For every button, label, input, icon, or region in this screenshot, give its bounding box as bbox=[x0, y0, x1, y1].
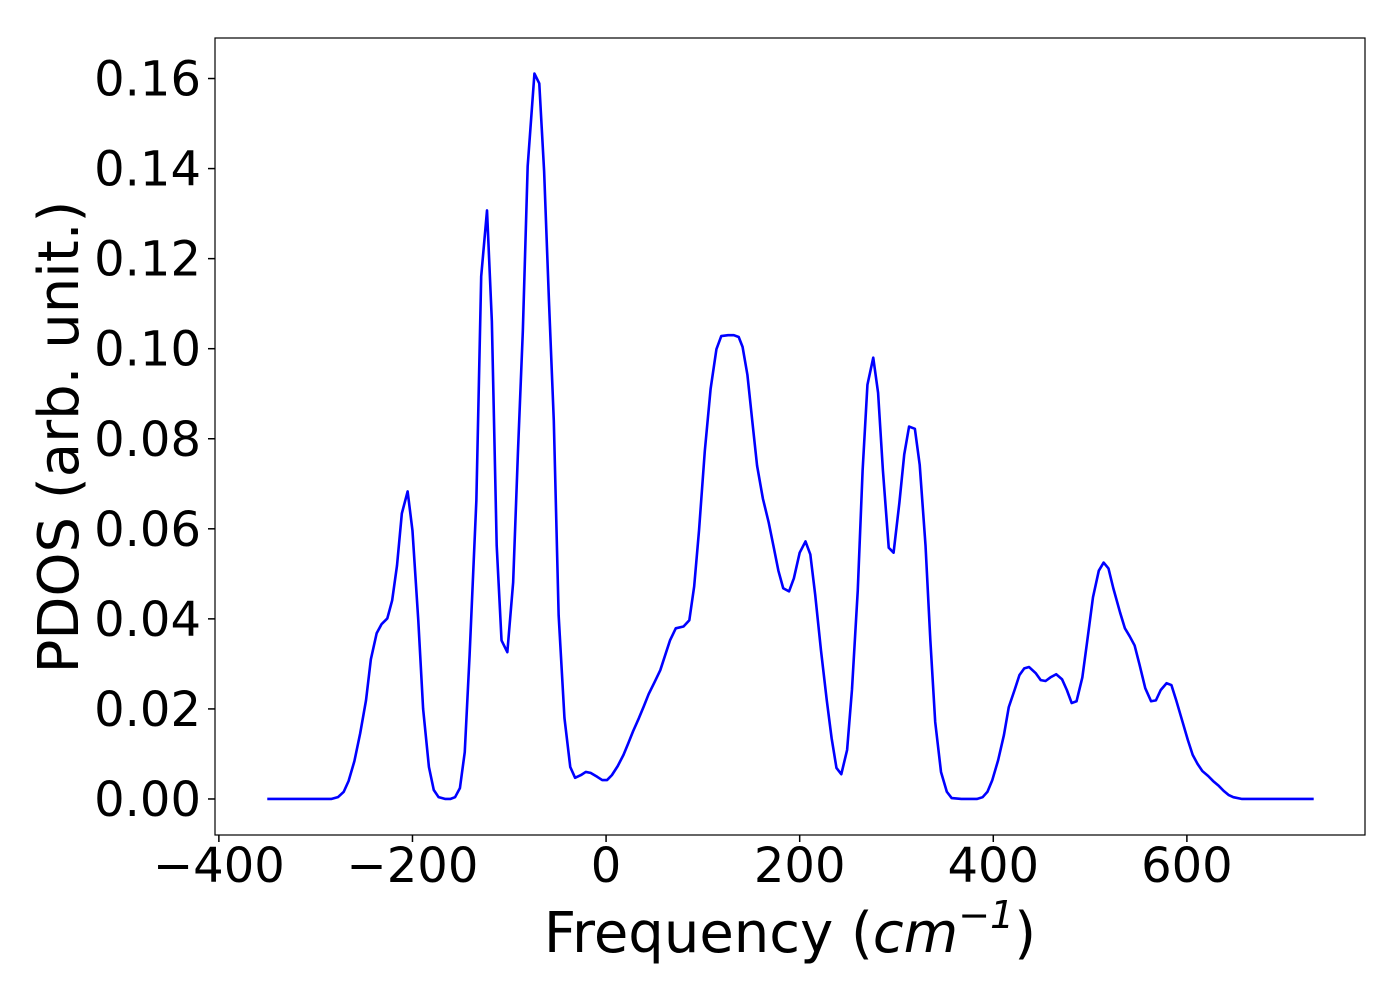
x-tick-label: 400 bbox=[947, 838, 1039, 894]
x-tick-label: −200 bbox=[347, 838, 479, 894]
y-tick-label: 0.02 bbox=[94, 682, 201, 738]
x-label-unit: cm bbox=[873, 901, 958, 966]
x-tick-label: −400 bbox=[153, 838, 285, 894]
y-tick-label: 0.16 bbox=[94, 52, 201, 108]
plot-frame bbox=[214, 37, 1366, 836]
x-axis-label: Frequency (cm−1) bbox=[544, 893, 1036, 966]
data-line bbox=[267, 72, 1314, 801]
y-axis-label: PDOS (arb. unit.) bbox=[27, 201, 92, 674]
x-label-exponent: −1 bbox=[958, 893, 1014, 937]
x-label-close: ) bbox=[1014, 901, 1036, 966]
y-tick-label: 0.08 bbox=[94, 412, 201, 468]
x-tick-label: 0 bbox=[591, 838, 622, 894]
y-tick-label: 0.12 bbox=[94, 232, 201, 288]
x-tick-label: 200 bbox=[754, 838, 846, 894]
y-tick-label: 0.10 bbox=[94, 322, 201, 378]
x-tick-label: 600 bbox=[1141, 838, 1233, 894]
y-tick-label: 0.14 bbox=[94, 142, 201, 198]
y-tick-label: 0.00 bbox=[94, 772, 201, 828]
y-tick-label: 0.06 bbox=[94, 502, 201, 558]
x-label-text: Frequency ( bbox=[544, 901, 873, 966]
y-tick-label: 0.04 bbox=[94, 592, 201, 648]
